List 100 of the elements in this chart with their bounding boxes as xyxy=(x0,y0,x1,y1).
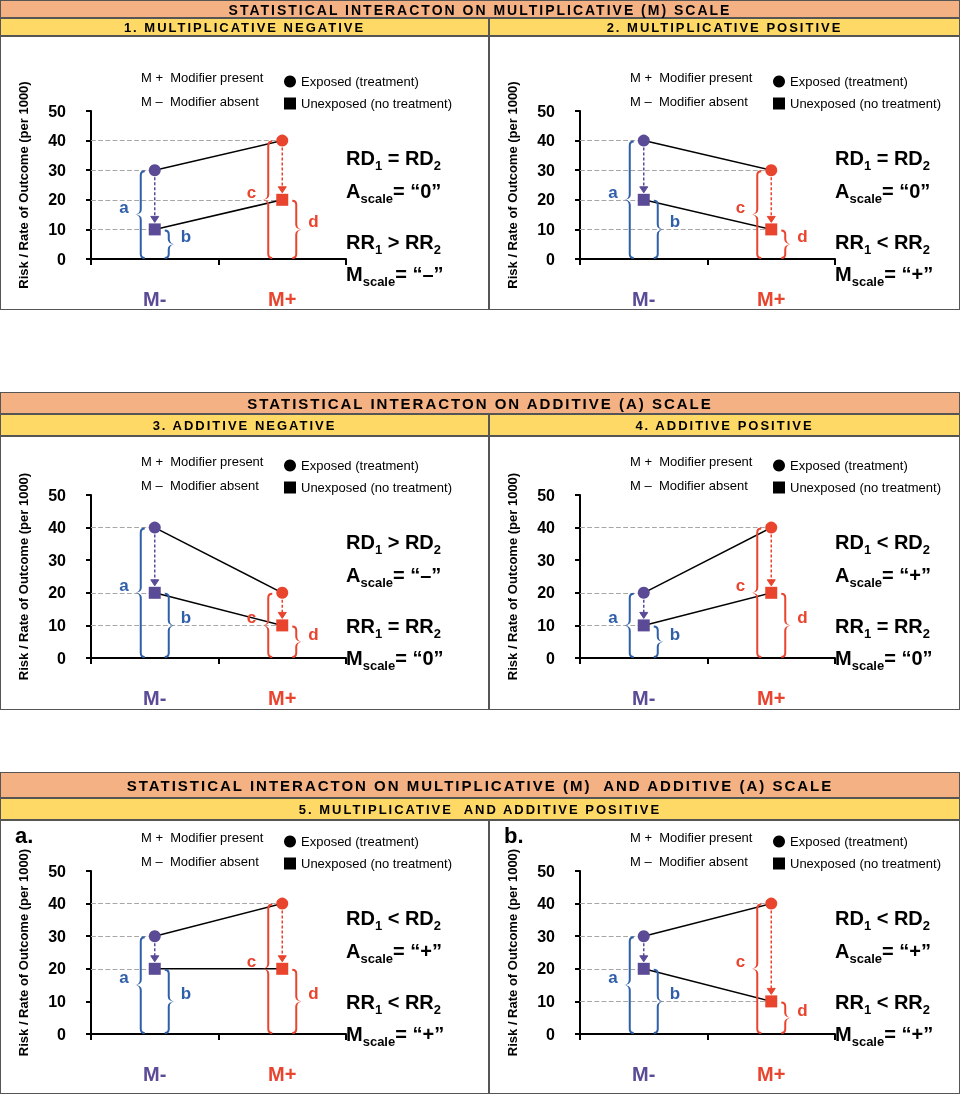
chart-title: 3. ADDITIVE NEGATIVE xyxy=(0,414,489,436)
text: M – Modifier absent xyxy=(141,94,259,109)
text: RR$_{1}$ < RR$_{2}$ xyxy=(835,991,931,1017)
y-axis-title: Risk / Rate of Outcome (per 1000) xyxy=(16,848,31,1057)
chart-title: a. xyxy=(15,823,34,849)
annotation: a xyxy=(608,608,619,628)
text: STATISTICAL INTERACTON ON ADDITIVE (A) SCALE xyxy=(0,392,960,414)
annotation: a xyxy=(119,968,130,988)
text: M$_{scale}$= “+” xyxy=(346,1023,445,1049)
legend-label: Unexposed (no treatment) xyxy=(790,856,942,871)
text: M + Modifier present xyxy=(141,70,264,85)
y-tick-label: 20 xyxy=(48,960,67,978)
y-tick-label: 30 xyxy=(537,551,556,569)
text: M – Modifier absent xyxy=(630,854,748,869)
y-tick-label: 20 xyxy=(537,191,556,209)
y-tick-label: 0 xyxy=(57,1025,67,1043)
annotation: c xyxy=(735,951,746,971)
text: M + Modifier present xyxy=(630,70,753,85)
text: A$_{scale}$= “–” xyxy=(346,564,442,590)
text: A$_{scale}$= “+” xyxy=(835,564,931,590)
y-tick-label: 40 xyxy=(48,132,67,150)
text: M$_{scale}$= “0” xyxy=(835,647,933,673)
text: A$_{scale}$= “0” xyxy=(346,180,442,206)
legend-label: Unexposed (no treatment) xyxy=(301,480,453,495)
text: M – Modifier absent xyxy=(141,478,259,493)
text: RR$_{1}$ > RR$_{2}$ xyxy=(346,231,442,257)
y-tick-label: 50 xyxy=(48,102,67,120)
y-tick-label: 30 xyxy=(537,927,556,945)
text: M$_{scale}$= “+” xyxy=(835,1023,934,1049)
x-tick-label: M+ xyxy=(268,1063,297,1085)
annotation: a xyxy=(119,197,130,217)
x-tick-label: M+ xyxy=(268,687,297,709)
text: A$_{scale}$= “0” xyxy=(835,180,931,206)
text: M$_{scale}$= “+” xyxy=(835,263,934,289)
legend-label: Unexposed (no treatment) xyxy=(301,856,453,871)
y-tick-label: 20 xyxy=(48,584,67,602)
y-tick-label: 40 xyxy=(48,895,67,913)
y-tick-label: 0 xyxy=(546,1025,556,1043)
legend-label: Unexposed (no treatment) xyxy=(790,480,942,495)
annotation: d xyxy=(308,984,319,1004)
text: M – Modifier absent xyxy=(630,478,748,493)
text: RR$_{1}$ < RR$_{2}$ xyxy=(346,991,442,1017)
y-tick-label: 40 xyxy=(537,519,556,537)
legend-label: Exposed (treatment) xyxy=(301,74,419,89)
annotation: c xyxy=(735,575,746,595)
y-tick-label: 20 xyxy=(48,191,67,209)
y-tick-label: 30 xyxy=(48,551,67,569)
annotation: d xyxy=(797,608,808,628)
text: RR$_{1}$ = RR$_{2}$ xyxy=(346,615,442,641)
legend-label: Exposed (treatment) xyxy=(790,74,908,89)
annotation: b xyxy=(180,984,192,1004)
x-tick-label: M- xyxy=(632,288,656,310)
y-tick-label: 10 xyxy=(537,220,556,238)
x-tick-label: M- xyxy=(632,687,656,709)
text: 5. MULTIPLICATIVE AND ADDITIVE POSITIVE xyxy=(0,798,960,820)
text: RR$_{1}$ < RR$_{2}$ xyxy=(835,231,931,257)
text: M + Modifier present xyxy=(141,830,264,845)
annotation: c xyxy=(246,182,257,202)
text: M + Modifier present xyxy=(630,830,753,845)
y-tick-label: 50 xyxy=(48,486,67,504)
y-tick-label: 10 xyxy=(537,616,556,634)
legend-label: Exposed (treatment) xyxy=(790,458,908,473)
text: STATISTICAL INTERACTON ON MULTIPLICATIVE (M) SCALE xyxy=(0,0,960,18)
y-tick-label: 20 xyxy=(537,584,556,602)
y-tick-label: 10 xyxy=(48,992,67,1010)
y-tick-label: 0 xyxy=(546,649,556,667)
annotation: b xyxy=(669,212,681,232)
legend-label: Exposed (treatment) xyxy=(790,834,908,849)
annotation: d xyxy=(308,624,319,644)
text: RD$_{1}$ = RD$_{2}$ xyxy=(835,147,931,173)
text: M – Modifier absent xyxy=(141,854,259,869)
legend-label: Exposed (treatment) xyxy=(301,834,419,849)
y-tick-label: 30 xyxy=(48,161,67,179)
text: STATISTICAL INTERACTON ON MULTIPLICATIVE (M) AND ADDITIVE (A) SCALE xyxy=(0,772,960,798)
x-tick-label: M+ xyxy=(757,687,786,709)
text: d xyxy=(797,227,808,247)
text: RD$_{1}$ < RD$_{2}$ xyxy=(835,531,931,557)
text: RD$_{1}$ < RD$_{2}$ xyxy=(346,907,442,933)
text: M$_{scale}$= “–” xyxy=(346,263,444,289)
annotation: a xyxy=(608,182,619,202)
annotation: c xyxy=(246,951,257,971)
text: d xyxy=(797,1000,808,1020)
annotation: c xyxy=(735,197,746,217)
text: RR$_{1}$ = RR$_{2}$ xyxy=(835,615,931,641)
y-tick-label: 0 xyxy=(57,250,67,268)
text: d xyxy=(308,212,319,232)
annotation: a xyxy=(608,968,619,988)
y-tick-label: 40 xyxy=(537,895,556,913)
annotation: a xyxy=(119,575,130,595)
text: M + Modifier present xyxy=(141,454,264,469)
y-tick-label: 40 xyxy=(48,519,67,537)
text: M – Modifier absent xyxy=(630,94,748,109)
annotation: b xyxy=(180,227,192,247)
y-tick-label: 40 xyxy=(537,132,556,150)
legend-label: Unexposed (no treatment) xyxy=(790,96,942,111)
y-tick-label: 50 xyxy=(537,102,556,120)
y-tick-label: 10 xyxy=(48,220,67,238)
y-tick-label: 0 xyxy=(546,250,556,268)
annotation: b xyxy=(669,624,681,644)
text: RD$_{1}$ < RD$_{2}$ xyxy=(835,907,931,933)
